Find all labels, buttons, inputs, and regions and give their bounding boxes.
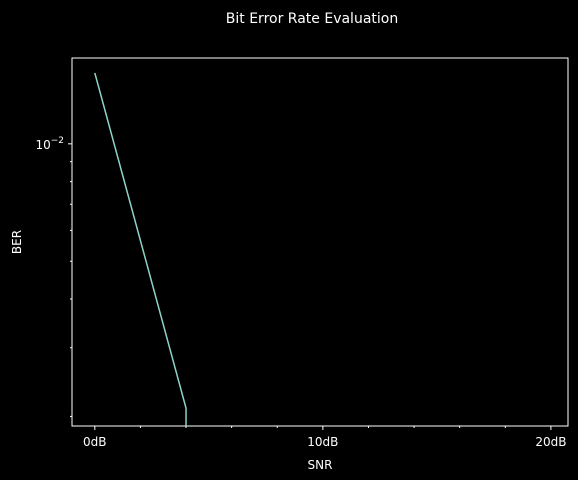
y-tick-base: 10 [35, 138, 50, 152]
x-tick-label: 10dB [307, 435, 338, 449]
y-tick-label: 10−2 [35, 136, 64, 152]
y-tick-exponent: −2 [51, 136, 64, 146]
x-tick-label: 20dB [535, 435, 566, 449]
x-axis-label: SNR [308, 458, 333, 472]
y-axis-label: BER [10, 230, 24, 254]
plot-frame [71, 57, 569, 427]
x-tick-label: 0dB [83, 435, 106, 449]
chart-title: Bit Error Rate Evaluation [226, 11, 398, 27]
